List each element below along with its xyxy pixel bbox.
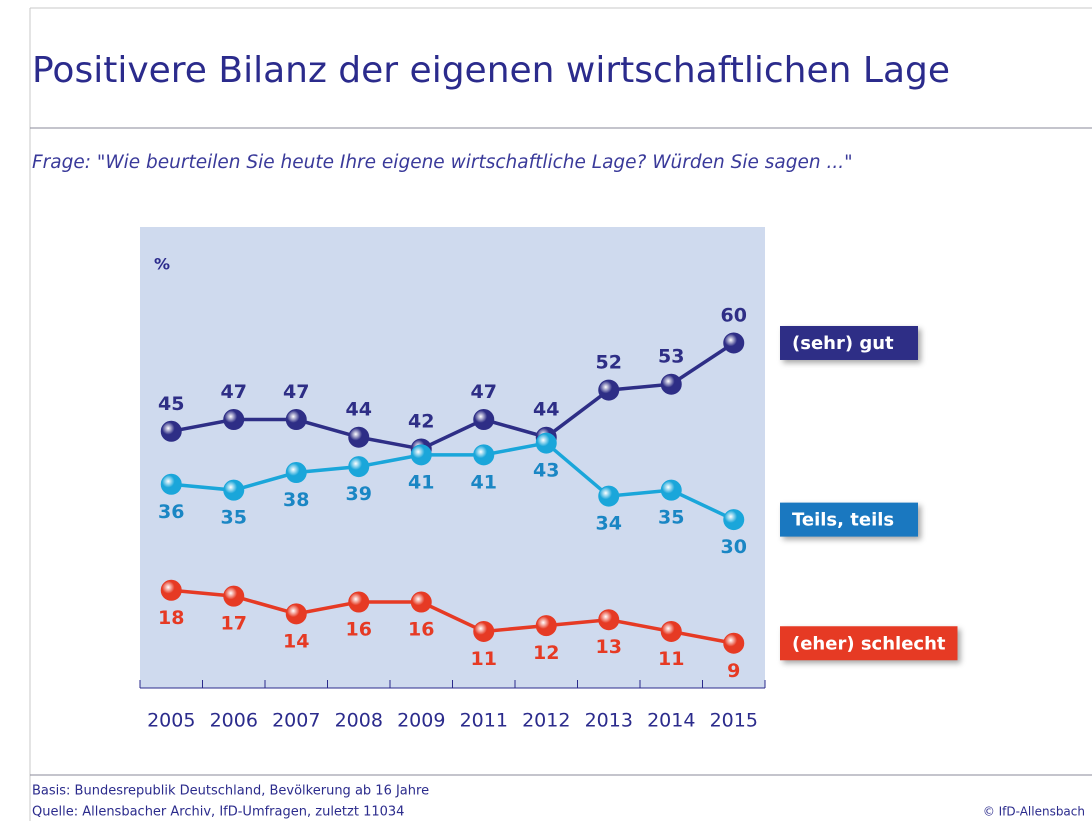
marker: [723, 332, 745, 354]
legend-label: (sehr) gut: [792, 333, 894, 354]
marker: [348, 456, 370, 478]
data-label: 53: [658, 346, 684, 368]
x-tick-label: 2011: [460, 710, 508, 732]
marker: [598, 609, 620, 631]
marker: [223, 479, 245, 501]
data-label: 30: [721, 536, 747, 558]
x-tick-label: 2013: [585, 710, 633, 732]
data-label: 44: [346, 399, 372, 421]
y-unit: %: [154, 255, 170, 274]
x-tick-label: 2014: [647, 710, 695, 732]
data-label: 34: [596, 513, 622, 535]
x-tick-label: 2007: [272, 710, 320, 732]
marker: [410, 444, 432, 466]
marker: [348, 426, 370, 448]
marker: [723, 632, 745, 654]
data-label: 41: [471, 471, 497, 493]
plot-area: [140, 227, 765, 688]
data-label: 16: [408, 619, 434, 641]
data-label: 14: [283, 630, 309, 652]
data-label: 41: [408, 471, 434, 493]
marker: [535, 615, 557, 637]
marker: [285, 409, 307, 431]
data-label: 16: [346, 619, 372, 641]
data-label: 47: [471, 381, 497, 403]
marker: [473, 620, 495, 642]
marker: [410, 591, 432, 613]
data-label: 11: [658, 648, 684, 670]
x-tick-label: 2008: [335, 710, 383, 732]
data-label: 43: [533, 460, 559, 482]
marker: [285, 462, 307, 484]
x-tick-label: 2005: [147, 710, 195, 732]
data-label: 17: [221, 613, 247, 635]
data-label: 13: [596, 636, 622, 658]
legend-label: Teils, teils: [792, 510, 894, 531]
x-tick-label: 2015: [710, 710, 758, 732]
data-label: 35: [658, 507, 684, 529]
data-label: 35: [221, 507, 247, 529]
data-label: 60: [721, 304, 747, 326]
footer-basis: Basis: Bundesrepublik Deutschland, Bevöl…: [32, 784, 429, 799]
data-label: 44: [533, 399, 559, 421]
footer-source: Quelle: Allensbacher Archiv, IfD-Umfrage…: [32, 805, 404, 820]
marker: [285, 603, 307, 625]
legend-box: [780, 502, 918, 537]
marker: [160, 473, 182, 495]
data-label: 11: [471, 648, 497, 670]
marker: [660, 620, 682, 642]
data-label: 47: [221, 381, 247, 403]
series-line: [171, 588, 735, 645]
series-line: [171, 441, 735, 522]
data-label: 45: [158, 393, 184, 415]
data-label: 52: [596, 352, 622, 374]
legend-label: (eher) schlecht: [792, 633, 946, 654]
copyright: © IfD-Allensbach: [983, 805, 1085, 819]
marker: [660, 479, 682, 501]
legend-box: [780, 626, 958, 661]
marker: [160, 420, 182, 442]
marker: [223, 585, 245, 607]
marker: [160, 579, 182, 601]
marker: [223, 409, 245, 431]
marker: [535, 432, 557, 454]
data-label: 42: [408, 410, 434, 432]
marker: [723, 509, 745, 531]
data-label: 47: [283, 381, 309, 403]
data-label: 39: [346, 483, 372, 505]
marker: [473, 444, 495, 466]
marker: [598, 485, 620, 507]
legend-box: [780, 325, 918, 360]
data-label: 38: [283, 489, 309, 511]
marker: [348, 591, 370, 613]
data-label: 9: [727, 660, 740, 682]
x-tick-label: 2006: [210, 710, 258, 732]
chart-title: Positivere Bilanz der eigenen wirtschaft…: [32, 50, 950, 91]
data-label: 36: [158, 501, 184, 523]
subtitle: Frage: "Wie beurteilen Sie heute Ihre ei…: [32, 152, 853, 173]
marker: [473, 409, 495, 431]
marker: [598, 379, 620, 401]
x-tick-label: 2009: [397, 710, 445, 732]
series-line: [170, 341, 735, 451]
data-label: 12: [533, 642, 559, 664]
marker: [660, 373, 682, 395]
x-tick-label: 2012: [522, 710, 570, 732]
data-label: 18: [158, 607, 184, 629]
